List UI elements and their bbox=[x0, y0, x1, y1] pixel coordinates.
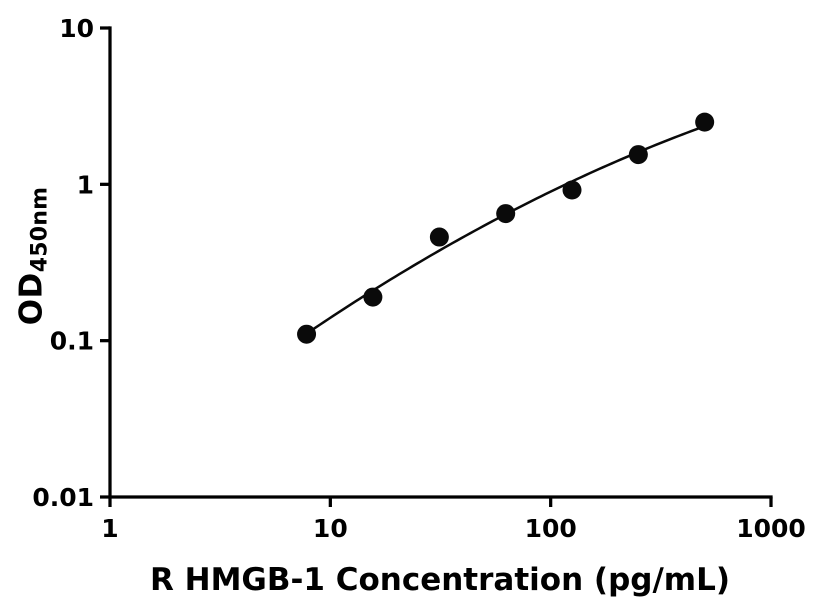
x-axis-tick-label: 1 bbox=[101, 514, 118, 543]
data-point bbox=[562, 180, 582, 200]
y-axis-tick-label: 10 bbox=[59, 14, 94, 43]
data-point bbox=[496, 204, 516, 224]
data-point bbox=[695, 112, 715, 132]
data-point bbox=[429, 227, 449, 247]
y-axis-title-subscript: 450nm bbox=[27, 186, 53, 273]
x-axis-tick-label: 100 bbox=[525, 514, 577, 543]
y-axis-tick-label: 1 bbox=[77, 170, 94, 199]
x-axis-tick-label: 1000 bbox=[736, 514, 806, 543]
y-axis-title-main: OD bbox=[13, 272, 50, 326]
data-point bbox=[363, 287, 383, 307]
x-axis-title: R HMGB-1 Concentration (pg/mL) bbox=[149, 562, 731, 598]
y-axis-tick-label: 0.01 bbox=[32, 483, 94, 512]
data-point bbox=[297, 324, 317, 344]
y-axis-tick-label: 0.1 bbox=[50, 327, 94, 356]
x-axis-tick-label: 10 bbox=[313, 514, 348, 543]
y-axis-title: OD450nm bbox=[14, 187, 53, 326]
axis-spines bbox=[108, 26, 773, 499]
data-point bbox=[628, 145, 648, 165]
